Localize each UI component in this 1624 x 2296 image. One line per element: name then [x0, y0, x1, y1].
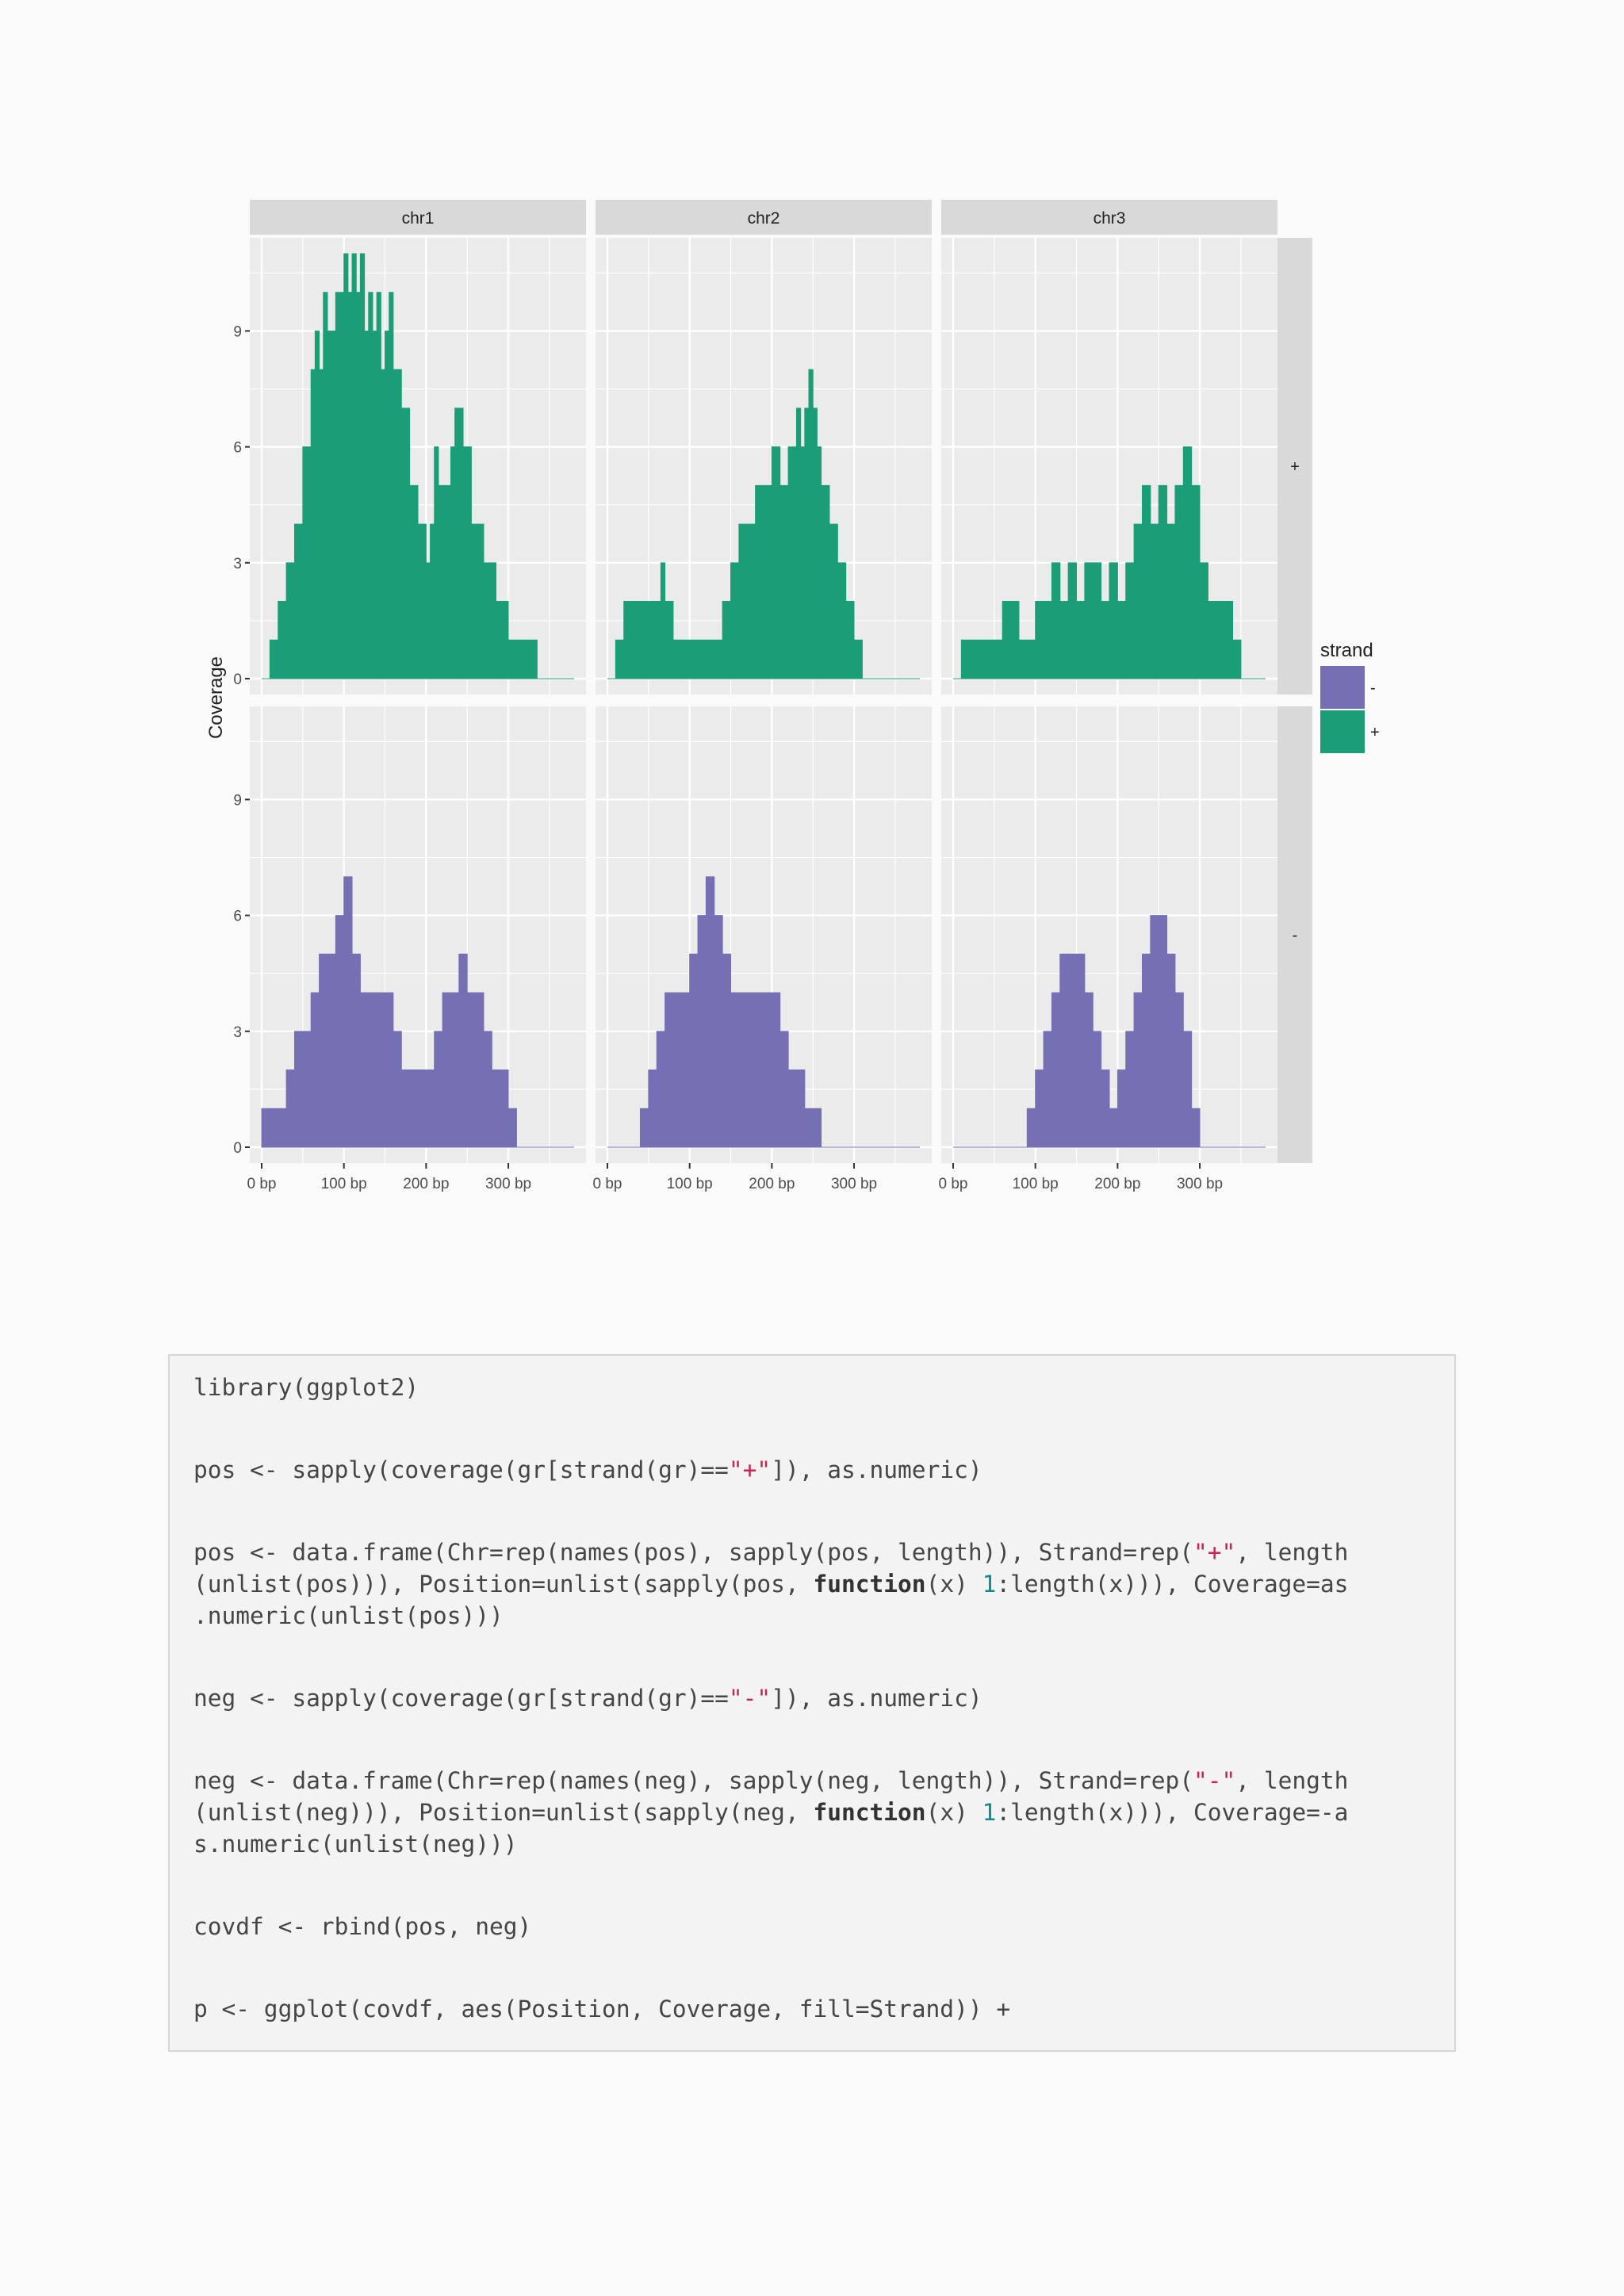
coverage-area-chr1-plus: [262, 253, 574, 679]
x-tick-label: 0 bp: [247, 1176, 277, 1192]
facet-label: chr3: [1094, 209, 1126, 228]
y-tick-label: 0: [233, 672, 242, 688]
row-strip: [1277, 238, 1312, 695]
code-line: pos <- sapply(coverage(gr[strand(gr)=="+…: [193, 1456, 982, 1483]
x-tick-label: 200 bp: [749, 1176, 795, 1192]
x-tick-label: 100 bp: [1013, 1176, 1059, 1192]
code-line: library(ggplot2): [193, 1374, 419, 1401]
code-line: s.numeric(unlist(neg))): [193, 1831, 518, 1858]
legend-label: +: [1370, 724, 1380, 741]
y-axis-title: Coverage: [205, 656, 227, 739]
y-tick-label: 6: [233, 909, 242, 925]
code-line: covdf <- rbind(pos, neg): [193, 1913, 532, 1940]
row-strip-label: -: [1293, 927, 1298, 944]
code-line: (unlist(neg))), Position=unlist(sapply(n…: [193, 1799, 1349, 1826]
row-strip: [1277, 706, 1312, 1163]
y-tick-label: 3: [233, 1024, 242, 1041]
coverage-area-chr2-plus: [607, 369, 920, 679]
legend-label: -: [1370, 679, 1376, 697]
legend-key: [1320, 666, 1365, 709]
coverage-area-chr2-minus: [607, 876, 920, 1148]
y-tick-label: 3: [233, 556, 242, 572]
x-tick-label: 100 bp: [321, 1176, 367, 1192]
coverage-area-chr3-minus: [953, 915, 1266, 1148]
code-line: pos <- data.frame(Chr=rep(names(pos), sa…: [193, 1539, 1349, 1566]
facet-strip-chr2: [596, 200, 932, 235]
x-tick-label: 300 bp: [831, 1176, 877, 1192]
code-line: (unlist(pos))), Position=unlist(sapply(p…: [193, 1571, 1349, 1598]
legend-title: strand: [1320, 640, 1373, 661]
code-line: .numeric(unlist(pos))): [193, 1602, 504, 1629]
row-strip-label: +: [1290, 458, 1300, 476]
coverage-area-chr1-minus: [261, 876, 574, 1148]
coverage-chart: chr1 chr2 chr3 + - 0 3 6 9 0 3 6 9 0 bp 100 bp 200 bp 30…: [205, 200, 1380, 1192]
code-line: neg <- data.frame(Chr=rep(names(neg), sa…: [193, 1767, 1349, 1794]
legend-key: [1320, 710, 1365, 753]
facet-label: chr2: [748, 209, 780, 228]
y-tick-label: 0: [233, 1140, 242, 1157]
x-tick-label: 200 bp: [1094, 1176, 1140, 1192]
facet-strip-chr1: [250, 200, 586, 235]
y-tick-label: 6: [233, 440, 242, 457]
x-tick-label: 0 bp: [939, 1176, 968, 1192]
code-line: neg <- sapply(coverage(gr[strand(gr)=="-…: [193, 1685, 982, 1712]
x-tick-label: 0 bp: [593, 1176, 622, 1192]
code-block: library(ggplot2) pos <- sapply(coverage(…: [168, 1354, 1456, 2052]
facet-label: chr1: [402, 209, 435, 228]
x-tick-label: 300 bp: [485, 1176, 531, 1192]
y-tick-label: 9: [233, 792, 242, 809]
x-tick-label: 300 bp: [1177, 1176, 1223, 1192]
x-tick-label: 200 bp: [403, 1176, 449, 1192]
coverage-area-chr3-plus: [953, 446, 1266, 679]
x-tick-label: 100 bp: [667, 1176, 713, 1192]
code-line: p <- ggplot(covdf, aes(Position, Coverag…: [193, 1996, 1011, 2022]
y-tick-label: 9: [233, 323, 242, 340]
facet-strip-chr3: [941, 200, 1277, 235]
